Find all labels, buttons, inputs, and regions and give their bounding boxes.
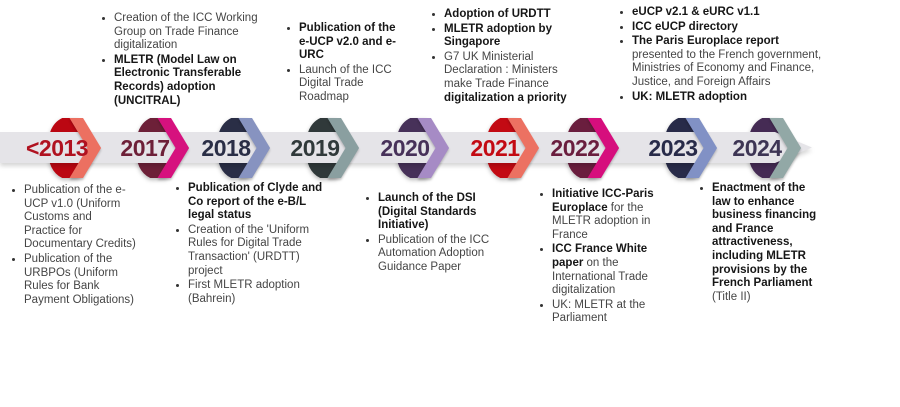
- note-below-2018: Publication of Clyde and Co report of th…: [174, 182, 332, 307]
- note-text: MLETR (Model Law on Electronic Transfera…: [114, 53, 242, 107]
- note-item: Creation of the ICC Working Group on Tra…: [114, 12, 262, 53]
- note-list: Launch of the DSI (Digital Standards Ini…: [364, 192, 512, 275]
- note-text: Publication of the e-UCP v1.0 (Uniform C…: [24, 184, 136, 251]
- note-item: Adoption of URDTT: [444, 8, 582, 22]
- timeline-marker-2023: 2023: [645, 117, 729, 181]
- note-above-2019: Publication of the e-UCP v2.0 and e-URCL…: [285, 22, 405, 106]
- note-below-2020: Launch of the DSI (Digital Standards Ini…: [364, 192, 512, 276]
- note-item: MLETR (Model Law on Electronic Transfera…: [114, 54, 262, 108]
- chevron-light-shape: [507, 117, 540, 179]
- note-text: Adoption of URDTT: [444, 8, 551, 20]
- note-text: MLETR adoption by Singapore: [444, 22, 552, 49]
- note-item: The Paris Europlace report presented to …: [632, 35, 830, 89]
- note-text: The Paris Europlace report: [632, 35, 779, 48]
- note-list: Creation of the ICC Working Group on Tra…: [100, 12, 262, 108]
- year-label: 2023: [648, 135, 698, 161]
- chevron-light-shape: [69, 117, 102, 179]
- note-item: Launch of the ICC Digital Trade Roadmap: [299, 64, 405, 105]
- chevron-light-shape: [327, 117, 360, 179]
- note-item: G7 UK Ministerial Declaration : Minister…: [444, 51, 582, 105]
- year-label: 2017: [120, 135, 170, 161]
- note-list: Publication of the e-UCP v2.0 and e-URCL…: [285, 22, 405, 105]
- timeline-marker-2021: 2021: [467, 117, 551, 181]
- note-above-2021: Adoption of URDTT MLETR adoption by Singa…: [430, 8, 582, 106]
- note-item: ICC eUCP directory: [632, 21, 830, 35]
- note-below-2022: Initiative ICC-Paris Europlace for the M…: [538, 188, 670, 327]
- timeline-marker-2013: <2013: [26, 117, 113, 181]
- note-text: Publication of the ICC Automation Adopti…: [378, 233, 490, 273]
- note-item: Creation of the 'Uniform Rules for Digit…: [188, 224, 332, 278]
- note-above-2023: eUCP v2.1 & eURC v1.1 ICC eUCP directory T…: [618, 6, 830, 105]
- note-item: Initiative ICC-Paris Europlace for the M…: [552, 188, 670, 242]
- note-text: UK: MLETR at the Parliament: [552, 298, 646, 325]
- note-text: First MLETR adoption (Bahrein): [188, 279, 300, 305]
- note-list: Publication of Clyde and Co report of th…: [174, 182, 332, 306]
- year-label: 2021: [470, 135, 520, 161]
- note-text: UK: MLETR adoption: [632, 90, 747, 103]
- note-text: for the MLETR adoption in France: [552, 201, 651, 241]
- chevron-light-shape: [685, 117, 718, 179]
- note-text: Publication of Clyde and Co report of th…: [188, 182, 323, 222]
- chevron-light-shape: [417, 117, 450, 179]
- note-item: Launch of the DSI (Digital Standards Ini…: [378, 192, 512, 233]
- note-list: Publication of the e-UCP v1.0 (Uniform C…: [10, 184, 136, 307]
- note-below-2024: Enactment of the law to enhance business…: [698, 182, 820, 305]
- note-list: Adoption of URDTT MLETR adoption by Singa…: [430, 8, 582, 105]
- note-text: on the International Trade digitalizatio…: [552, 256, 648, 297]
- chevron-light-shape: [769, 117, 802, 179]
- note-text: Enactment of the law to enhance business…: [712, 182, 817, 290]
- timeline-marker-2019: 2019: [287, 117, 371, 181]
- note-item: MLETR adoption by Singapore: [444, 23, 582, 50]
- note-above-2017: Creation of the ICC Working Group on Tra…: [100, 12, 262, 109]
- note-below-2013: Publication of the e-UCP v1.0 (Uniform C…: [10, 184, 136, 308]
- note-list: Initiative ICC-Paris Europlace for the M…: [538, 188, 670, 326]
- note-list: eUCP v2.1 & eURC v1.1 ICC eUCP directory T…: [618, 6, 830, 104]
- note-text: digitalization a priority: [444, 91, 567, 104]
- note-item: Publication of the URBPOs (Uniform Rules…: [24, 253, 136, 307]
- note-text: Publication of the e-UCP v2.0 and e-URC: [299, 22, 396, 62]
- note-item: ICC France White paper on the Internatio…: [552, 243, 670, 297]
- year-label: 2018: [201, 135, 251, 161]
- note-text: Publication of the URBPOs (Uniform Rules…: [24, 252, 134, 306]
- note-item: Publication of the ICC Automation Adopti…: [378, 234, 512, 275]
- timeline-marker-2017: 2017: [117, 117, 201, 181]
- note-item: Publication of the e-UCP v2.0 and e-URC: [299, 22, 405, 63]
- note-list: Enactment of the law to enhance business…: [698, 182, 820, 304]
- note-text: Launch of the DSI (Digital Standards Ini…: [378, 192, 477, 232]
- note-text: Launch of the ICC Digital Trade Roadmap: [299, 63, 392, 103]
- note-text: ICC France White paper: [552, 243, 648, 269]
- note-item: UK: MLETR at the Parliament: [552, 299, 670, 326]
- note-item: Enactment of the law to enhance business…: [712, 182, 820, 304]
- chevron-light-shape: [238, 117, 271, 179]
- note-item: First MLETR adoption (Bahrein): [188, 279, 332, 306]
- note-text: ICC eUCP directory: [632, 20, 738, 33]
- note-item: Publication of the e-UCP v1.0 (Uniform C…: [24, 184, 136, 252]
- note-text: Creation of the 'Uniform Rules for Digit…: [188, 223, 310, 277]
- year-label: 2019: [290, 135, 340, 161]
- note-text: (Title II): [712, 290, 751, 303]
- note-text: G7 UK Ministerial Declaration : Minister…: [444, 50, 558, 90]
- timeline-marker-2018: 2018: [198, 117, 282, 181]
- note-text: Initiative ICC-Paris Europlace: [552, 188, 654, 214]
- chevron-light-shape: [587, 117, 620, 179]
- note-text: eUCP v2.1 & eURC v1.1: [632, 6, 760, 18]
- note-item: eUCP v2.1 & eURC v1.1: [632, 6, 830, 20]
- note-item: Publication of Clyde and Co report of th…: [188, 182, 332, 223]
- year-label: 2020: [380, 135, 430, 161]
- note-item: UK: MLETR adoption: [632, 91, 830, 105]
- year-label: 2024: [732, 135, 782, 161]
- timeline-marker-2020: 2020: [377, 117, 461, 181]
- timeline-marker-2024: 2024: [729, 117, 813, 181]
- timeline-marker-2022: 2022: [547, 117, 631, 181]
- chevron-light-shape: [157, 117, 190, 179]
- year-label: <2013: [26, 135, 89, 161]
- note-text: presented to the French government, Mini…: [632, 48, 822, 88]
- year-label: 2022: [550, 135, 600, 161]
- note-text: Creation of the ICC Working Group on Tra…: [114, 12, 258, 52]
